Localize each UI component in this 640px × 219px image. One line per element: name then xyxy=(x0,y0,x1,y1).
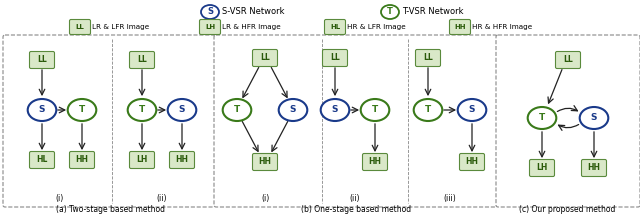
FancyBboxPatch shape xyxy=(200,19,221,35)
Text: T: T xyxy=(372,106,378,115)
Text: HH: HH xyxy=(76,155,88,164)
Text: S: S xyxy=(39,106,45,115)
Text: LL: LL xyxy=(137,55,147,65)
Text: T: T xyxy=(539,113,545,122)
FancyBboxPatch shape xyxy=(362,154,387,171)
Text: T: T xyxy=(387,7,393,16)
FancyBboxPatch shape xyxy=(129,51,154,69)
Text: LL: LL xyxy=(76,24,84,30)
Text: HH: HH xyxy=(454,24,466,30)
Text: HL: HL xyxy=(36,155,48,164)
Text: S-VSR Network: S-VSR Network xyxy=(222,7,285,16)
FancyBboxPatch shape xyxy=(556,51,580,69)
Text: HH: HH xyxy=(259,157,271,166)
Text: HR & LFR Image: HR & LFR Image xyxy=(347,24,406,30)
Ellipse shape xyxy=(321,99,349,121)
Text: T: T xyxy=(139,106,145,115)
Text: S: S xyxy=(290,106,296,115)
Text: HH: HH xyxy=(465,157,479,166)
Ellipse shape xyxy=(28,99,56,121)
Text: (ii): (ii) xyxy=(157,194,167,203)
FancyBboxPatch shape xyxy=(129,152,154,168)
FancyBboxPatch shape xyxy=(170,152,195,168)
Text: S: S xyxy=(332,106,339,115)
FancyBboxPatch shape xyxy=(3,35,215,207)
FancyBboxPatch shape xyxy=(449,19,470,35)
FancyBboxPatch shape xyxy=(253,154,278,171)
Ellipse shape xyxy=(458,99,486,121)
Text: S: S xyxy=(468,106,476,115)
FancyBboxPatch shape xyxy=(29,152,54,168)
Text: LL: LL xyxy=(37,55,47,65)
Text: (iii): (iii) xyxy=(444,194,456,203)
FancyBboxPatch shape xyxy=(324,19,346,35)
Text: LR & HFR Image: LR & HFR Image xyxy=(222,24,281,30)
Text: LH: LH xyxy=(536,164,548,173)
Text: HL: HL xyxy=(330,24,340,30)
FancyBboxPatch shape xyxy=(582,159,607,177)
Text: (c) Our proposed method: (c) Our proposed method xyxy=(519,205,615,214)
Ellipse shape xyxy=(528,107,556,129)
Text: LL: LL xyxy=(423,53,433,62)
Text: LL: LL xyxy=(563,55,573,65)
Ellipse shape xyxy=(128,99,156,121)
FancyBboxPatch shape xyxy=(253,49,278,67)
Text: S: S xyxy=(207,7,213,16)
Ellipse shape xyxy=(381,5,399,19)
FancyBboxPatch shape xyxy=(529,159,554,177)
Ellipse shape xyxy=(68,99,96,121)
Text: LL: LL xyxy=(260,53,270,62)
Text: (i): (i) xyxy=(261,194,269,203)
FancyBboxPatch shape xyxy=(214,35,497,207)
Ellipse shape xyxy=(223,99,252,121)
Text: LR & LFR Image: LR & LFR Image xyxy=(92,24,149,30)
FancyBboxPatch shape xyxy=(496,35,640,207)
FancyBboxPatch shape xyxy=(29,51,54,69)
Text: LH: LH xyxy=(205,24,215,30)
Text: HH: HH xyxy=(175,155,189,164)
Text: HH: HH xyxy=(588,164,600,173)
Ellipse shape xyxy=(361,99,389,121)
Text: (a) Two-stage based method: (a) Two-stage based method xyxy=(56,205,164,214)
Ellipse shape xyxy=(278,99,307,121)
Text: LH: LH xyxy=(136,155,148,164)
Text: HH: HH xyxy=(369,157,381,166)
FancyBboxPatch shape xyxy=(415,49,440,67)
Ellipse shape xyxy=(413,99,442,121)
Text: (i): (i) xyxy=(56,194,64,203)
Text: S: S xyxy=(179,106,185,115)
Text: (b) One-stage based method: (b) One-stage based method xyxy=(301,205,411,214)
Text: T: T xyxy=(234,106,240,115)
Text: T: T xyxy=(425,106,431,115)
FancyBboxPatch shape xyxy=(70,152,95,168)
Text: S: S xyxy=(591,113,597,122)
Text: T-VSR Network: T-VSR Network xyxy=(402,7,463,16)
Text: T: T xyxy=(79,106,85,115)
Text: LL: LL xyxy=(330,53,340,62)
Ellipse shape xyxy=(201,5,219,19)
FancyBboxPatch shape xyxy=(70,19,90,35)
Text: (ii): (ii) xyxy=(349,194,360,203)
Ellipse shape xyxy=(580,107,608,129)
Text: HR & HFR Image: HR & HFR Image xyxy=(472,24,532,30)
FancyBboxPatch shape xyxy=(460,154,484,171)
Ellipse shape xyxy=(168,99,196,121)
FancyBboxPatch shape xyxy=(323,49,348,67)
